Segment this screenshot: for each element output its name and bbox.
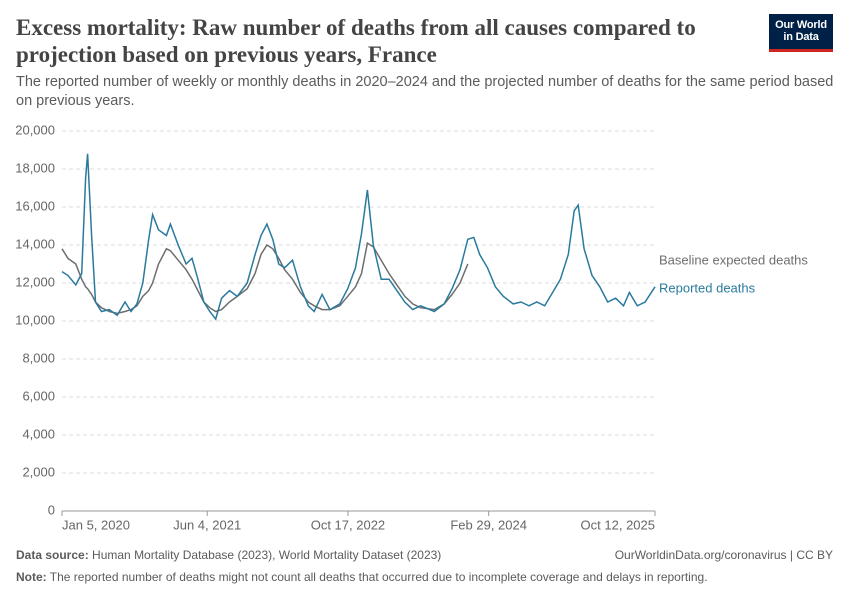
y-tick-label: 0	[48, 502, 55, 517]
chart-subtitle: The reported number of weekly or monthly…	[16, 74, 834, 109]
series-label: Baseline expected deaths	[659, 252, 808, 267]
series-label: Reported deaths	[659, 280, 756, 295]
series-line	[61, 241, 469, 315]
logo-line: in Data	[783, 31, 819, 43]
source-text: Human Mortality Database (2023), World M…	[92, 548, 442, 562]
note-text: The reported number of deaths might not …	[49, 570, 708, 584]
y-tick-label: 4,000	[22, 426, 55, 441]
source-label: Data source:	[16, 548, 89, 562]
y-tick-label: 6,000	[22, 388, 55, 403]
note: Note: The reported number of deaths migh…	[16, 570, 708, 584]
y-tick-label: 20,000	[15, 122, 55, 137]
x-tick-label: Jun 4, 2021	[173, 517, 241, 532]
chart-title: Excess mortality: Raw number of deaths f…	[16, 15, 696, 67]
logo-line: Our World	[775, 19, 827, 31]
y-tick-label: 2,000	[22, 464, 55, 479]
x-tick-label: Jan 5, 2020	[62, 517, 130, 532]
logo[interactable]: Our World in Data	[769, 14, 833, 52]
url[interactable]: OurWorldinData.org/coronavirus | CC BY	[614, 548, 833, 562]
x-tick-label: Feb 29, 2024	[450, 517, 527, 532]
x-tick-label: Oct 17, 2022	[311, 517, 385, 532]
y-tick-label: 8,000	[22, 350, 55, 365]
y-tick-label: 10,000	[15, 312, 55, 327]
y-tick-label: 12,000	[15, 274, 55, 289]
source: Data source: Human Mortality Database (2…	[16, 548, 441, 562]
y-tick-label: 16,000	[15, 198, 55, 213]
note-label: Note:	[16, 570, 47, 584]
x-tick-label: Oct 12, 2025	[581, 517, 655, 532]
series-line	[61, 153, 656, 321]
y-tick-label: 18,000	[15, 160, 55, 175]
y-tick-label: 14,000	[15, 236, 55, 251]
